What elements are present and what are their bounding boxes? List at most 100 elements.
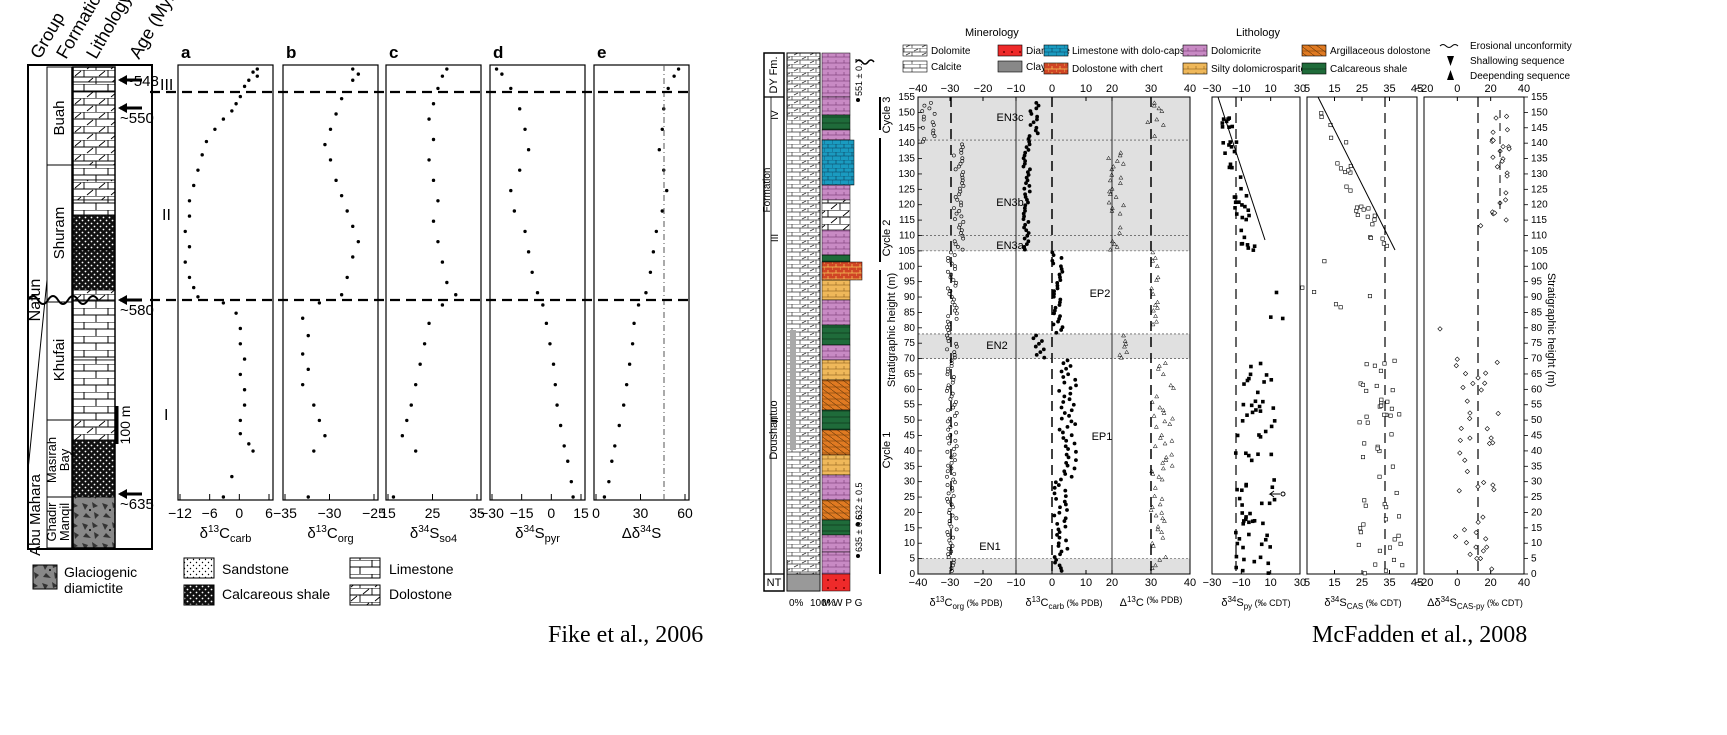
trend-line [1217,96,1266,241]
delta13c-point [1160,515,1166,521]
d13c-org-point [932,112,937,116]
d34s-py-point [1237,537,1242,541]
panel-letter-e: e [597,43,606,62]
d34s-py-point [1237,200,1241,204]
data-point [351,255,355,259]
top-tick-label: 30 [1145,83,1157,95]
data-point [221,301,226,305]
d13c-org-point [952,297,956,302]
lithology-bed [821,96,851,116]
delta34s-point [1490,154,1496,160]
d34s-cas-point [1348,188,1353,193]
ytick-label-right: 55 [1531,400,1543,411]
d13c-carb-point [1037,341,1041,346]
d13c-org-point [958,186,962,191]
d34s-py-point [1229,145,1234,149]
d13c-org-point [945,483,950,487]
delta13c-point [1160,460,1166,465]
lithology-unit [72,299,116,361]
d13c-org-point [946,463,951,468]
data-point [339,96,344,101]
d34s-py-point [1246,453,1251,458]
col-bottom-mwpg: M W P G [822,598,863,609]
d34s-cas-point [1360,382,1365,387]
axis-label-d: δ34Spyr [515,524,560,545]
d34s-cas-point [1358,526,1363,531]
d34s-py-point [1248,372,1253,377]
d13c-carb-point [1054,330,1059,335]
d13c-carb-point [1023,208,1027,213]
d34s-py-point [1249,364,1253,369]
d13c-carb-point [1024,181,1028,186]
delta13c-point [1149,285,1155,291]
d34s-py-point [1269,452,1274,457]
delta13c-point [1145,119,1151,124]
d13c-org-point [946,258,951,263]
delta13c-point [1123,341,1129,346]
delta34s-point [1500,144,1506,150]
data-point [192,183,196,188]
bottom-tick-label: −40 [909,577,928,589]
top-tick-label: 0 [1049,83,1055,95]
lithology-unit [72,439,116,498]
d13c-org-point [930,120,935,125]
data-point [666,86,670,91]
d13c-carb-point [1034,352,1039,357]
d13c-carb-point [1052,555,1057,559]
d13c-org-point [946,256,951,260]
data-point [562,444,566,448]
ytick-label-right: 130 [1531,169,1548,180]
d34s-py-point [1230,165,1234,170]
d13c-carb-point [1069,408,1074,413]
ytick-label-right: 135 [1531,154,1548,165]
d13c-carb-point [1064,452,1069,457]
formation-box [46,496,73,549]
ytick-label-right: 150 [1531,107,1548,118]
ytick-label: 45 [904,431,916,442]
delta13c-point [1150,291,1156,296]
delta13c-point [1161,518,1167,523]
d34s-py-point [1263,429,1268,434]
d34s-cas-point [1360,455,1365,460]
d13c-org-point [953,438,958,443]
d13c-carb-point [1023,150,1028,155]
d34s-py-point [1265,533,1269,538]
d13c-org-point [949,502,954,507]
ytick-label-right: 125 [1531,184,1548,195]
ytick-label-right: 25 [1531,492,1543,503]
d34s-py-point [1247,520,1251,525]
d13c-carb-point [1057,510,1062,515]
d34s-py-point [1239,186,1243,191]
d13c-carb-point [1052,289,1057,294]
legend-swatch-sandstone [183,557,215,579]
d34s-py-point [1244,193,1249,198]
data-point [247,442,251,446]
delta13c-point [1107,247,1113,252]
d13c-carb-point [1055,280,1060,285]
data-point [317,301,322,305]
d13c-org-point [950,569,954,573]
member-III: III [770,234,781,242]
data-point [602,495,607,499]
delta13c-point [1163,554,1169,559]
d13c-org-point [945,419,950,424]
formation-label: Manqil [57,503,72,541]
d13c-org-point [951,375,956,379]
d13c-carb-point [1059,256,1064,260]
d13c-carb-point [1057,427,1062,432]
col-bottom-100: 100% [810,598,836,609]
d13c-carb-point [1065,424,1070,429]
d34s-cas-point [1382,361,1387,366]
d13c-org-point [948,275,953,280]
d13c-org-point [959,203,963,208]
bottom-tick-label: 0 [1049,577,1055,589]
bottom-tick-label: −30 [941,577,960,589]
bottom-tick-label: 40 [1184,577,1196,589]
delta34s-point [1461,527,1468,533]
data-point [312,403,316,407]
d13c-carb-point [1028,123,1033,127]
d34s-cas-point [1392,537,1397,542]
data-point [613,444,617,448]
delta34s-frame [1423,96,1525,575]
d13c-org-point [953,167,958,172]
